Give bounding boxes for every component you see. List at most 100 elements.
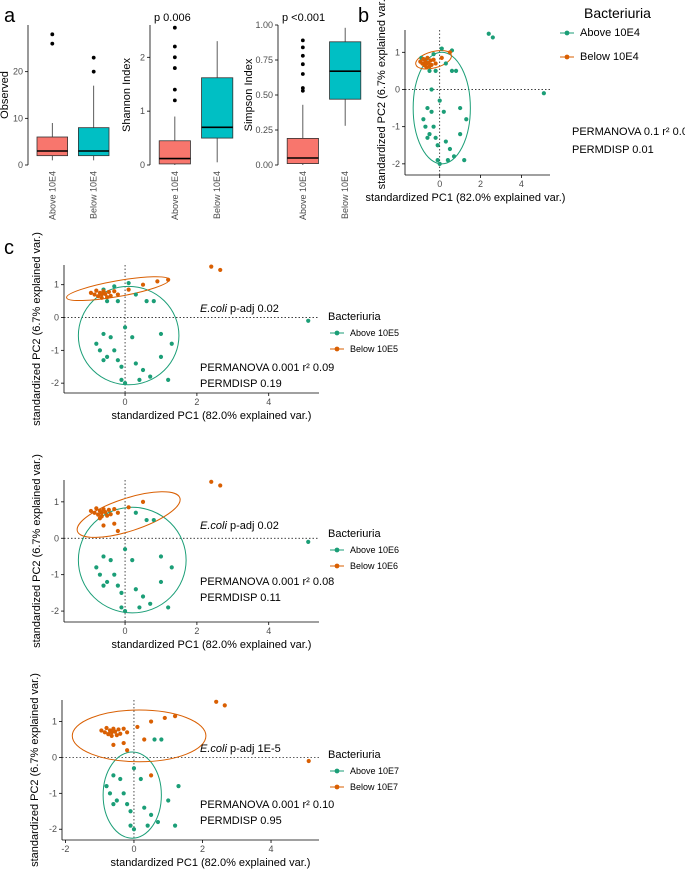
outlier-point — [300, 88, 305, 93]
y-tick-label: 0 — [52, 752, 57, 762]
data-point — [118, 776, 123, 782]
data-point — [104, 513, 110, 518]
data-point — [99, 295, 104, 300]
outlier-point — [300, 62, 305, 67]
legend-item-below: Below 10E4 — [560, 51, 639, 63]
data-point — [166, 605, 171, 610]
data-point — [155, 279, 160, 284]
annotation-permdisp: PERMDISP 0.01 — [572, 144, 654, 156]
data-point — [166, 377, 171, 382]
data-point — [138, 776, 143, 782]
data-point — [101, 583, 106, 588]
legend-label: Below 10E6 — [350, 561, 398, 571]
y-tick-label: 1.00 — [255, 20, 273, 30]
data-point — [131, 827, 137, 832]
y-axis-label: Shannon Index — [121, 57, 133, 132]
data-point — [112, 507, 117, 512]
y-tick-label: -1 — [392, 122, 400, 132]
data-point — [88, 508, 94, 514]
data-point — [111, 773, 116, 778]
data-point — [133, 587, 138, 592]
legend-label: Below 10E5 — [350, 344, 398, 354]
data-point — [126, 505, 131, 510]
confidence-ellipse-below — [415, 50, 452, 70]
chart-b: -2 -1 0 1 0 2 4 standardized PC1 (82.0% explain… — [366, 0, 685, 204]
data-point — [118, 731, 123, 736]
data-point — [427, 68, 432, 73]
data-point — [152, 737, 157, 742]
legend-key-point — [564, 54, 570, 60]
outlier-point — [300, 86, 305, 90]
data-point — [119, 377, 124, 382]
outlier-point — [300, 45, 305, 50]
data-point — [122, 547, 128, 552]
data-point — [218, 267, 223, 273]
data-point — [445, 158, 450, 163]
data-point — [99, 728, 104, 733]
data-point — [137, 605, 142, 610]
data-point — [111, 742, 116, 747]
outlier-point — [91, 55, 96, 60]
y-tick-label: 0 — [140, 160, 145, 170]
p-value-annotation: p 0.006 — [154, 12, 191, 24]
x-tick-label: 2 — [200, 844, 205, 854]
data-point — [96, 512, 101, 517]
data-point — [423, 124, 428, 129]
data-point — [115, 510, 120, 515]
data-point — [447, 146, 453, 152]
x-tick-label: Below 10E4 — [340, 171, 350, 219]
annotation-ecoli-value: p-adj 0.02 — [230, 520, 279, 532]
data-point — [209, 479, 214, 484]
legend-label: Above 10E5 — [350, 328, 399, 338]
data-point — [142, 737, 147, 742]
data-point — [439, 55, 444, 60]
y-axis-label: standardized PC2 (6.7% explained var.) — [29, 673, 41, 867]
data-point — [97, 572, 103, 577]
data-point — [140, 594, 146, 599]
data-point — [121, 726, 126, 731]
x-tick-label: 0 — [123, 626, 128, 636]
annotation-ecoli: E.coli p-adj 0.02 — [200, 303, 279, 315]
confidence-ellipse-below — [76, 491, 181, 538]
data-point — [108, 512, 113, 517]
data-point — [144, 517, 149, 523]
data-point — [449, 68, 455, 73]
data-point — [158, 354, 164, 359]
legend-label: Above 10E6 — [350, 545, 399, 555]
chart-c2: -2 -1 0 1 0 2 4 standardized PC1 (82.0% explain… — [31, 454, 399, 651]
y-tick-label: 0.00 — [255, 160, 273, 170]
series-below — [88, 479, 223, 534]
data-point — [99, 510, 104, 515]
chart-c3: -2 -1 0 1 -2 0 2 4 standardized PC1 (82.0% expla… — [29, 673, 399, 869]
y-tick-label: 1 — [140, 106, 145, 116]
data-point — [151, 517, 156, 523]
data-point — [421, 117, 426, 122]
data-point — [148, 812, 154, 817]
data-point — [148, 601, 153, 606]
data-point — [140, 367, 146, 373]
legend-key-point — [334, 784, 340, 790]
data-point — [115, 583, 120, 588]
data-point — [103, 509, 108, 515]
data-point — [101, 523, 106, 528]
data-point — [92, 510, 97, 515]
annotation-permdisp: PERMDISP 0.11 — [200, 592, 281, 604]
data-point — [145, 823, 150, 828]
x-tick-label: Below 10E4 — [89, 171, 99, 219]
data-point — [97, 348, 103, 353]
data-point — [222, 703, 227, 708]
x-tick-label: -2 — [61, 844, 69, 854]
data-point — [306, 539, 311, 544]
data-point — [176, 784, 181, 789]
data-point — [101, 358, 106, 363]
data-point — [464, 117, 469, 122]
data-point — [158, 331, 164, 337]
y-tick-label: 0.25 — [255, 125, 273, 135]
data-point — [128, 823, 133, 828]
data-point — [218, 483, 223, 488]
data-point — [112, 284, 117, 289]
data-point — [115, 528, 120, 534]
data-point — [109, 730, 114, 735]
data-point — [115, 299, 120, 304]
